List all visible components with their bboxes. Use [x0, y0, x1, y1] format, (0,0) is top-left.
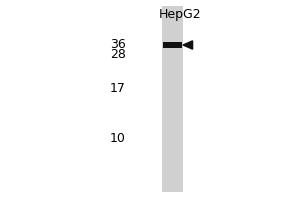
Text: HepG2: HepG2	[159, 8, 201, 21]
Text: 36: 36	[110, 38, 126, 51]
Bar	[164, 42, 181, 48]
Polygon shape	[183, 41, 193, 49]
Text: 10: 10	[110, 132, 126, 144]
Bar	[162, 6, 183, 192]
Text: 28: 28	[110, 48, 126, 62]
Text: 17: 17	[110, 82, 126, 95]
